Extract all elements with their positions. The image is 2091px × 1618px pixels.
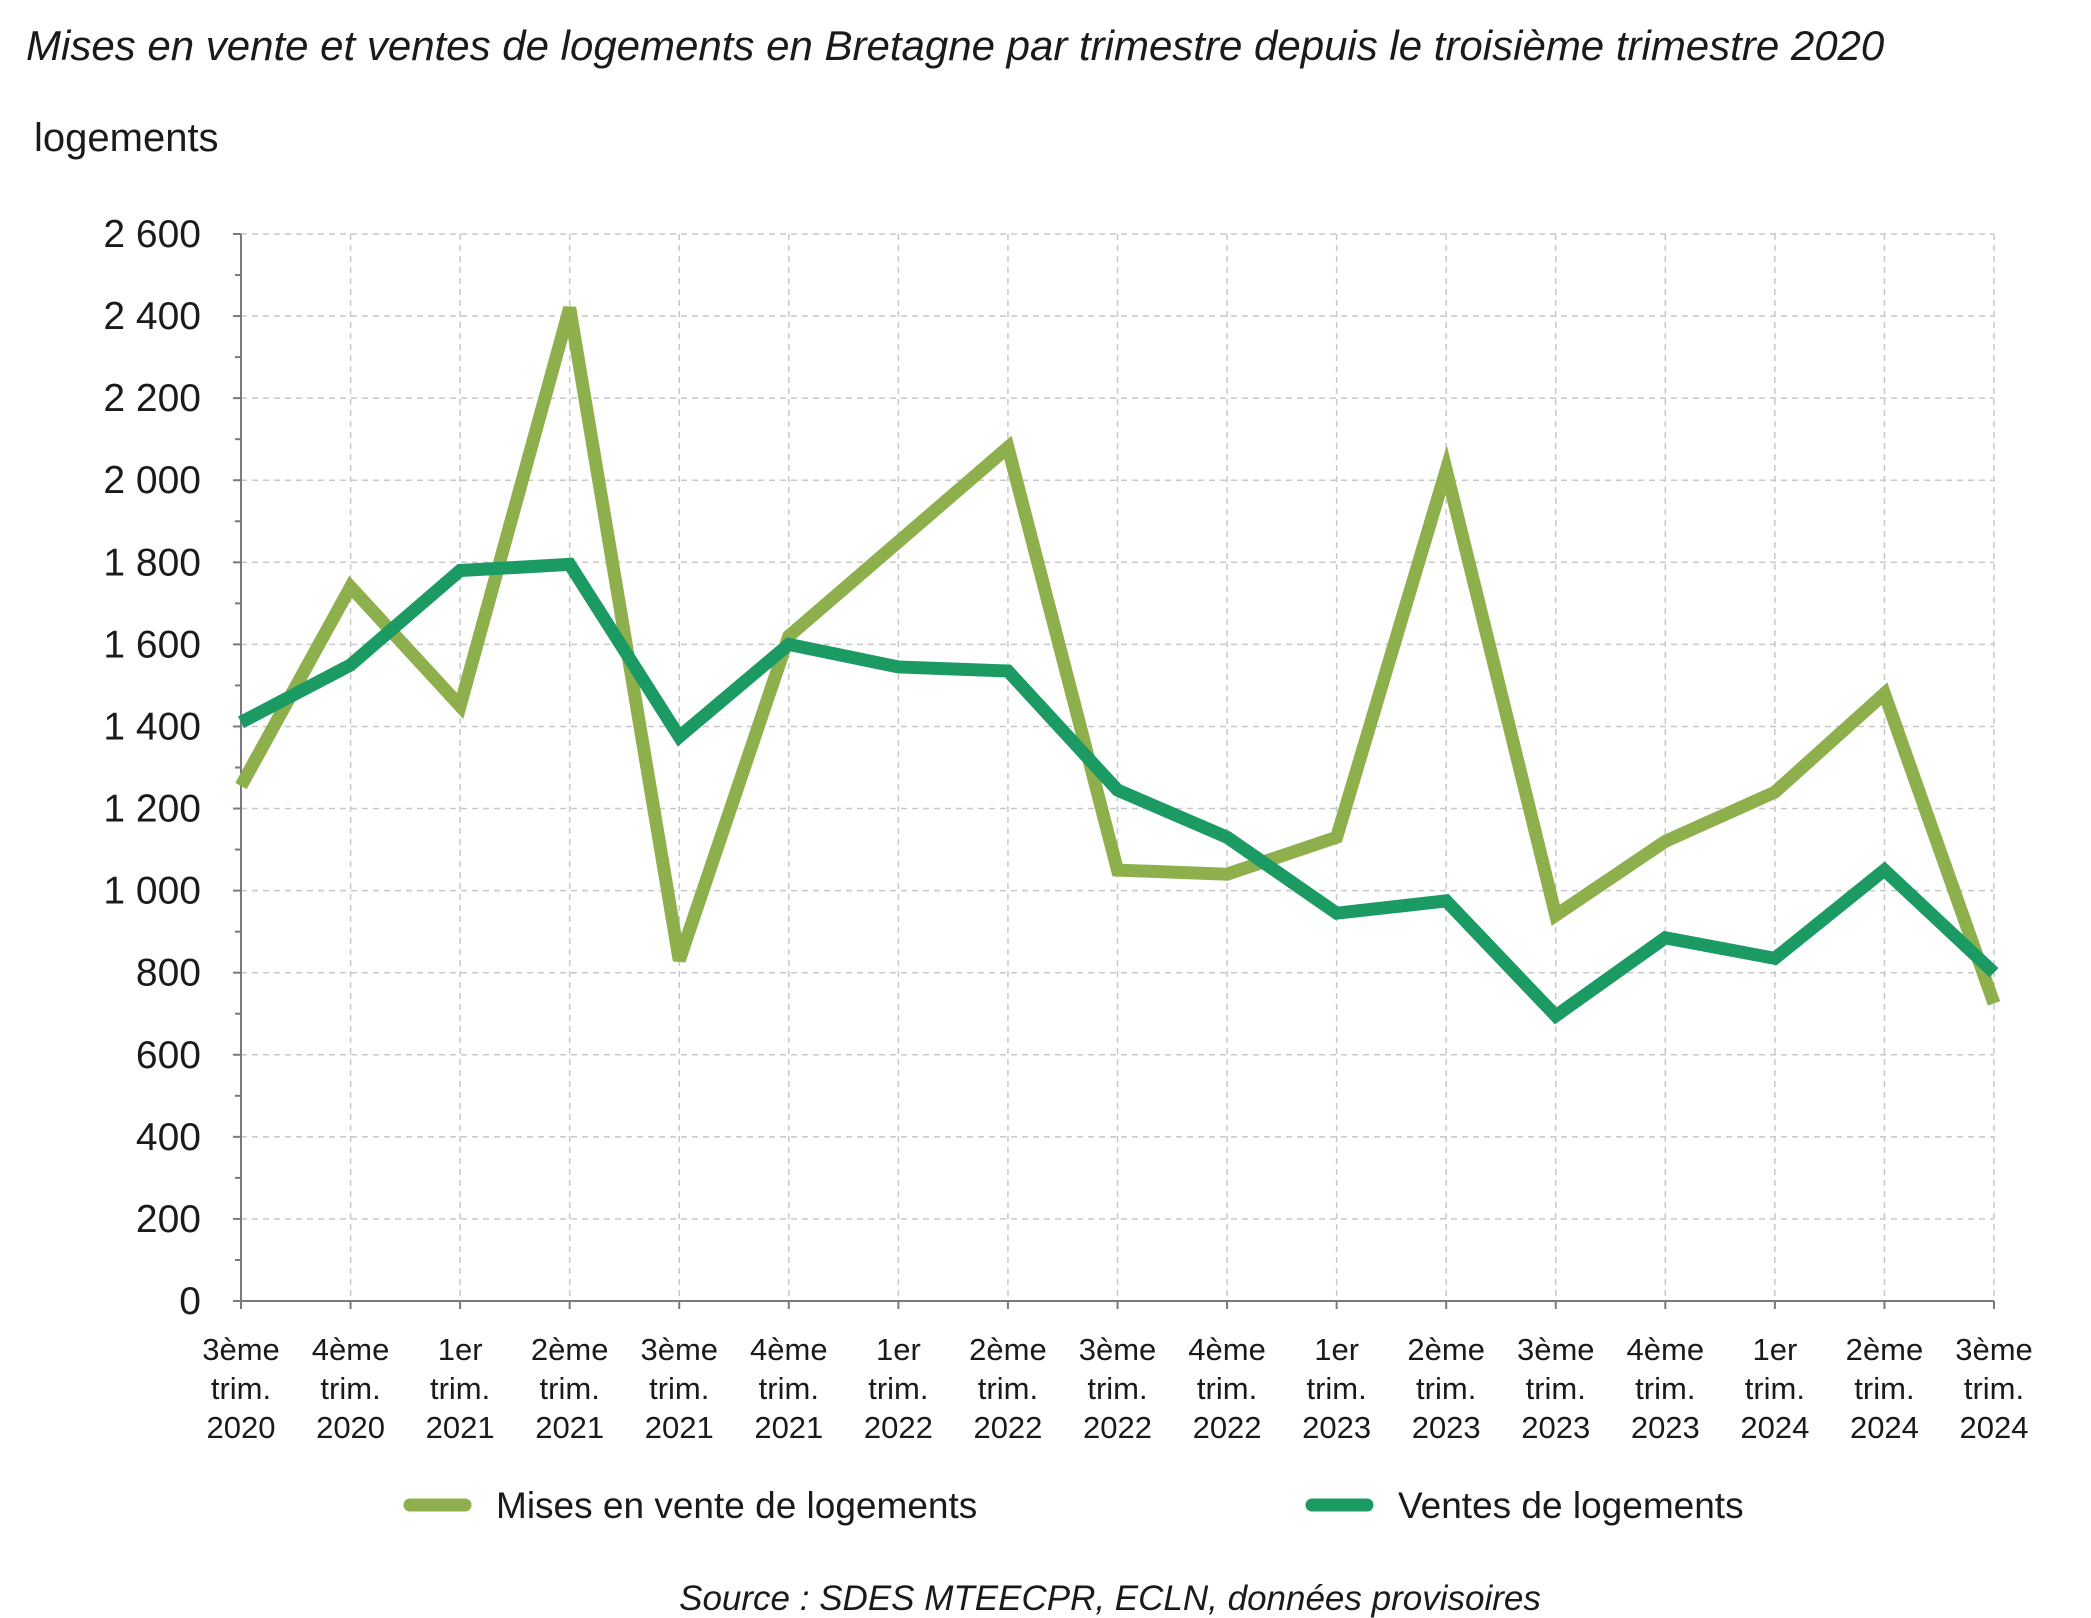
x-tick-label-line: 2024 bbox=[1850, 1410, 1919, 1445]
x-tick-label: 1er trim. 2022 bbox=[864, 1332, 933, 1445]
legend: Mises en vente de logements Ventes de log… bbox=[403, 1485, 1744, 1526]
x-tick-label-line: 1er bbox=[876, 1332, 921, 1367]
x-tick-label-line: trim. bbox=[1745, 1371, 1805, 1406]
y-tick-label: 2 200 bbox=[103, 377, 201, 420]
x-tick-label-line: 2023 bbox=[1302, 1410, 1371, 1445]
x-tick-label-line: 2024 bbox=[1960, 1410, 2029, 1445]
x-tick-label-line: 2021 bbox=[754, 1410, 823, 1445]
x-tick-label-line: 3ème bbox=[1517, 1332, 1595, 1367]
x-tick-label-line: 2ème bbox=[531, 1332, 609, 1367]
x-tick-label-line: 1er bbox=[1314, 1332, 1359, 1367]
x-tick-label-line: trim. bbox=[649, 1371, 709, 1406]
x-tick-label-line: trim. bbox=[1635, 1371, 1695, 1406]
axes bbox=[233, 233, 1995, 1309]
source-note: Source : SDES MTEECPR, ECLN, données pro… bbox=[679, 1579, 1541, 1618]
x-tick-label: 4ème trim. 2020 bbox=[312, 1332, 390, 1445]
y-tick-label: 1 200 bbox=[103, 788, 201, 831]
x-tick-label: 2ème trim. 2024 bbox=[1846, 1332, 1924, 1445]
x-tick-label-line: 2022 bbox=[864, 1410, 933, 1445]
x-tick-label-line: 1er bbox=[1752, 1332, 1797, 1367]
x-tick-label: 3ème trim. 2020 bbox=[202, 1332, 280, 1445]
x-tick-label-line: 4ème bbox=[1627, 1332, 1705, 1367]
gridlines bbox=[241, 233, 1995, 1301]
x-tick-label: 1er trim. 2024 bbox=[1740, 1332, 1809, 1445]
x-tick-label: 3ème trim. 2022 bbox=[1079, 1332, 1157, 1445]
x-tick-label-line: 2024 bbox=[1740, 1410, 1809, 1445]
x-tick-label-line: trim. bbox=[1306, 1371, 1366, 1406]
x-tick-label-line: 2022 bbox=[1193, 1410, 1262, 1445]
x-tick-label: 4ème trim. 2023 bbox=[1627, 1332, 1705, 1445]
x-tick-label-line: 2023 bbox=[1521, 1410, 1590, 1445]
y-tick-label: 200 bbox=[136, 1198, 201, 1241]
x-tick-label-line: 4ème bbox=[750, 1332, 828, 1367]
x-tick-label-line: trim. bbox=[1416, 1371, 1476, 1406]
x-tick-label-line: trim. bbox=[978, 1371, 1038, 1406]
x-tick-label-line: trim. bbox=[1964, 1371, 2024, 1406]
x-tick-label: 4ème trim. 2022 bbox=[1188, 1332, 1266, 1445]
x-tick-label: 1er trim. 2021 bbox=[426, 1332, 495, 1445]
x-tick-label-line: 2021 bbox=[426, 1410, 495, 1445]
x-tick-label-line: 3ème bbox=[1079, 1332, 1157, 1367]
x-tick-label-line: 3ème bbox=[1955, 1332, 2033, 1367]
series-lines bbox=[235, 306, 2001, 1025]
y-tick-label: 1 000 bbox=[103, 870, 201, 913]
x-tick-label: 3ème trim. 2024 bbox=[1955, 1332, 2033, 1445]
x-tick-label-line: trim. bbox=[430, 1371, 490, 1406]
legend-item-1: Mises en vente de logements bbox=[403, 1485, 977, 1526]
y-tick-label: 1 400 bbox=[103, 705, 201, 748]
x-tick-label-line: 2022 bbox=[973, 1410, 1042, 1445]
x-tick-label: 2ème trim. 2023 bbox=[1407, 1332, 1485, 1445]
x-tick-label-line: trim. bbox=[868, 1371, 928, 1406]
x-tick-label: 3ème trim. 2021 bbox=[640, 1332, 718, 1445]
x-tick-label-line: trim. bbox=[759, 1371, 819, 1406]
y-tick-label: 2 600 bbox=[103, 213, 201, 256]
legend-label: Mises en vente de logements bbox=[496, 1485, 977, 1526]
x-tick-label: 1er trim. 2023 bbox=[1302, 1332, 1371, 1445]
y-tick-label: 800 bbox=[136, 952, 201, 995]
x-tick-label: 3ème trim. 2023 bbox=[1517, 1332, 1595, 1445]
x-tick-label-line: 2020 bbox=[316, 1410, 385, 1445]
x-tick-label-line: 3ème bbox=[640, 1332, 718, 1367]
x-tick-label-line: 4ème bbox=[1188, 1332, 1266, 1367]
x-tick-label-line: 2020 bbox=[207, 1410, 276, 1445]
x-tick-label-line: 2ème bbox=[1846, 1332, 1924, 1367]
x-tick-label-line: trim. bbox=[1526, 1371, 1586, 1406]
x-tick-label: 2ème trim. 2022 bbox=[969, 1332, 1047, 1445]
legend-item-2: Ventes de logements bbox=[1305, 1485, 1744, 1526]
x-tick-label-line: trim. bbox=[1854, 1371, 1914, 1406]
y-tick-label: 1 600 bbox=[103, 623, 201, 666]
x-tick-label-line: 1er bbox=[438, 1332, 483, 1367]
x-tick-label-line: 2023 bbox=[1631, 1410, 1700, 1445]
y-tick-label: 1 800 bbox=[103, 541, 201, 584]
y-tick-label: 2 400 bbox=[103, 295, 201, 338]
x-tick-label-line: 4ème bbox=[312, 1332, 390, 1367]
y-tick-label: 2 000 bbox=[103, 459, 201, 502]
x-tick-label-line: 2022 bbox=[1083, 1410, 1152, 1445]
x-tick-label-line: 2021 bbox=[645, 1410, 714, 1445]
x-tick-label-line: trim. bbox=[1087, 1371, 1147, 1406]
x-tick-label-line: trim. bbox=[320, 1371, 380, 1406]
y-tick-label: 400 bbox=[136, 1116, 201, 1159]
chart-title: Mises en vente et ventes de logements en… bbox=[26, 22, 1885, 69]
y-axis-unit-label: logements bbox=[34, 116, 219, 160]
x-tick-label-line: trim. bbox=[211, 1371, 271, 1406]
x-tick-label-line: 2021 bbox=[535, 1410, 604, 1445]
x-tick-label: 4ème trim. 2021 bbox=[750, 1332, 828, 1445]
x-tick-label-line: 2ème bbox=[969, 1332, 1047, 1367]
y-tick-label: 0 bbox=[179, 1280, 201, 1323]
x-tick-label-line: trim. bbox=[1197, 1371, 1257, 1406]
y-tick-label: 600 bbox=[136, 1034, 201, 1077]
x-tick-label-line: 3ème bbox=[202, 1332, 280, 1367]
legend-label: Ventes de logements bbox=[1398, 1485, 1744, 1526]
x-tick-label-line: trim. bbox=[540, 1371, 600, 1406]
y-axis-tick-labels: 0 200 400 600 800 1 000 1 200 1 400 1 600 1 800 2 … bbox=[103, 213, 201, 1323]
x-tick-label-line: 2023 bbox=[1412, 1410, 1481, 1445]
x-tick-label: 2ème trim. 2021 bbox=[531, 1332, 609, 1445]
x-tick-label-line: 2ème bbox=[1407, 1332, 1485, 1367]
